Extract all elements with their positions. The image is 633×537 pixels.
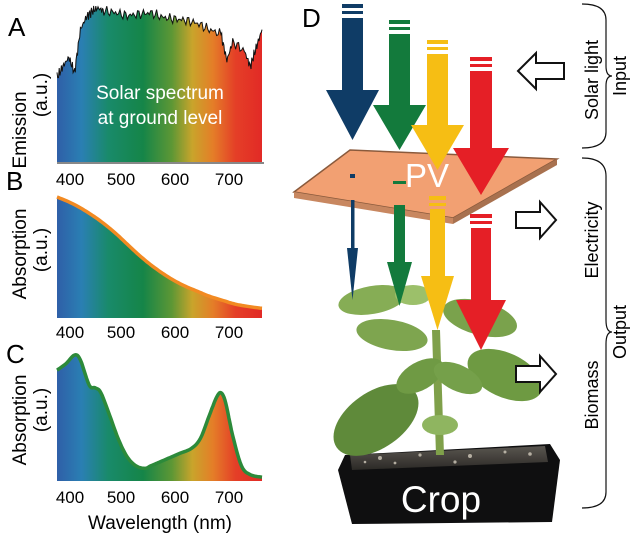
transmitted-light-arrows <box>347 174 506 350</box>
basil-plant <box>333 285 543 456</box>
leaf <box>422 415 458 435</box>
transmitted-red-arrow <box>456 214 506 350</box>
x-axis-title: Wavelength (nm) <box>88 513 232 534</box>
panel-b-tick-500: 500 <box>107 323 135 342</box>
output-bracket: Output <box>581 157 630 509</box>
crop-label: Crop <box>401 479 481 520</box>
panel-c-absorption-line <box>56 353 263 479</box>
panel-b-letter: B <box>6 166 23 196</box>
panel-a-ticks: 400 500 600 700 <box>56 170 243 189</box>
leaf <box>433 361 483 395</box>
biomass-output-arrow-icon <box>515 353 558 395</box>
panel-b-tick-600: 600 <box>161 323 189 342</box>
panel-a-solar-spectrum-line <box>56 5 263 79</box>
panel-c: C Absorption (a.u.) 400 500 600 700 Wave… <box>6 339 263 534</box>
panel-b-ylabel: Absorption <box>10 209 31 300</box>
panel-b: B Absorption (a.u.) 400 500 600 700 <box>6 166 263 342</box>
panel-a-ylabel: Emission <box>10 91 31 168</box>
panel-b-absorption-area <box>57 197 262 318</box>
plant-stem <box>432 330 444 455</box>
panel-c-tick-600: 600 <box>161 488 189 507</box>
panel-a-tick-700: 700 <box>215 170 243 189</box>
label-biomass: Biomass <box>582 360 602 429</box>
panel-c-letter: C <box>6 339 25 369</box>
panel-c-ylabel-unit: (a.u.) <box>31 388 52 432</box>
transmitted-green-arrow <box>387 181 412 306</box>
panel-c-ticks: 400 500 600 700 <box>56 488 243 507</box>
transmitted-yellow-arrow <box>421 196 454 330</box>
plant-pot <box>338 444 560 524</box>
panel-a-tick-500: 500 <box>107 170 135 189</box>
label-electricity: Electricity <box>582 201 602 278</box>
panel-b-tick-400: 400 <box>56 323 84 342</box>
soil-pebbles <box>363 450 532 465</box>
panel-c-tick-700: 700 <box>215 488 243 507</box>
panel-b-tick-700: 700 <box>215 323 243 342</box>
incoming-light-arrows <box>326 4 509 195</box>
electricity-output-arrow-icon <box>515 199 558 241</box>
green-light-arrow <box>373 20 426 150</box>
panel-a-caption-line1: Solar spectrum <box>96 83 224 104</box>
label-solar-light: Solar light <box>582 40 602 120</box>
leaf <box>467 348 543 402</box>
red-light-arrow <box>453 57 509 195</box>
bracket-output-label: Output <box>610 305 630 359</box>
yellow-light-arrow <box>411 40 464 170</box>
leaf <box>333 384 419 456</box>
transmitted-blue-arrow <box>347 174 358 300</box>
input-bracket: Input <box>581 3 630 149</box>
blue-light-arrow <box>326 4 379 140</box>
soil <box>350 446 548 470</box>
panel-d-letter: D <box>302 3 321 33</box>
panel-a-ylabel-unit: (a.u.) <box>31 73 52 117</box>
input-arrow-icon <box>516 50 565 92</box>
panel-b-ticks: 400 500 600 700 <box>56 323 243 342</box>
panel-c-tick-400: 400 <box>56 488 84 507</box>
panel-a-tick-600: 600 <box>161 170 189 189</box>
panel-c-ylabel: Absorption <box>10 375 31 466</box>
panel-a-caption-line2: at ground level <box>98 108 223 129</box>
leaf <box>338 285 406 315</box>
panel-b-absorption-line <box>56 195 263 311</box>
panel-a-tick-400: 400 <box>56 170 84 189</box>
panel-d: D PV <box>292 3 630 524</box>
panel-a: A Emission (a.u.) Solar spectrum at grou… <box>8 5 264 189</box>
leaf <box>396 358 444 394</box>
pv-label: PV <box>405 157 449 194</box>
panel-c-absorption-area <box>57 354 262 481</box>
panel-b-ylabel-unit: (a.u.) <box>31 228 52 272</box>
panel-a-solar-spectrum-area <box>57 5 262 163</box>
leaf <box>356 318 428 352</box>
panel-a-letter: A <box>8 12 26 42</box>
panel-c-tick-500: 500 <box>107 488 135 507</box>
bracket-input-label: Input <box>610 56 630 96</box>
